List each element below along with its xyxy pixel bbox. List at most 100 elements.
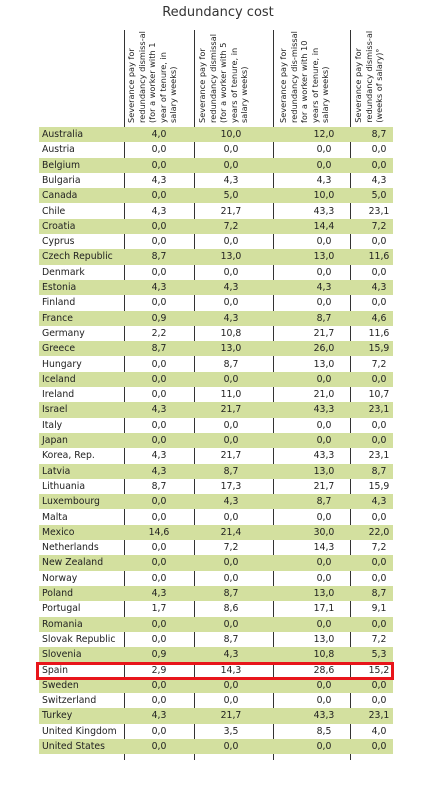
value-cell-2: 0,0: [223, 695, 239, 707]
value-cell-1: 0,0: [151, 633, 167, 645]
table-row: Slovenia 0,9 4,3 10,8 5,3: [39, 647, 393, 663]
value-cell-3: 14,3: [313, 542, 335, 554]
value-cell-4: 15,9: [368, 480, 390, 492]
value-cell-2: 21,7: [220, 404, 242, 416]
value-cell-2: 10,0: [220, 129, 242, 140]
value-cell-2: 21,7: [220, 710, 242, 722]
value-cell-1: 0,0: [151, 236, 167, 248]
column-header-3-text: Severance pay for redundancy dis-missal …: [278, 31, 331, 123]
value-cell-2: 0,0: [223, 618, 239, 630]
value-cell-3: 14,4: [313, 220, 335, 232]
value-cell-1: 4,3: [151, 282, 167, 293]
value-cell-4: 9,1: [371, 603, 387, 615]
value-cell-3: 13,0: [313, 465, 335, 477]
value-cell-3: 4,3: [316, 174, 332, 186]
column-divider: [194, 30, 195, 760]
country-cell: Austria: [42, 144, 75, 156]
table-row: Spain 2,9 14,3 28,6 15,2: [39, 663, 393, 678]
country-cell: Switzerland: [42, 695, 97, 707]
value-cell-1: 0,0: [151, 725, 167, 737]
table-row: Hungary 0,0 8,7 13,0 7,2: [39, 357, 393, 372]
table-row: Greece 8,7 13,0 26,0 15,9: [39, 341, 393, 357]
value-cell-2: 0,0: [223, 557, 239, 569]
value-cell-2: 4,3: [223, 496, 239, 508]
value-cell-4: 7,2: [371, 542, 387, 554]
value-cell-2: 8,7: [223, 358, 239, 370]
value-cell-2: 0,0: [223, 266, 239, 278]
table-row: Iceland 0,0 0,0 0,0 0,0: [39, 371, 393, 388]
value-cell-2: 8,7: [223, 588, 239, 599]
country-cell: Belgium: [42, 159, 81, 171]
value-cell-4: 4,0: [371, 725, 387, 737]
table-row: Romania 0,0 0,0 0,0 0,0: [39, 616, 393, 632]
value-cell-4: 8,7: [371, 129, 387, 140]
country-cell: Norway: [42, 572, 78, 584]
column-divider: [124, 30, 125, 760]
value-cell-2: 17,3: [220, 480, 242, 492]
table-row: Latvia 4,3 8,7 13,0 8,7: [39, 463, 393, 479]
table-row: United Kingdom 0,0 3,5 8,5 4,0: [39, 724, 393, 739]
value-cell-2: 0,0: [223, 144, 239, 156]
value-cell-1: 4,3: [151, 465, 167, 477]
value-cell-3: 0,0: [316, 695, 332, 707]
country-cell: Ireland: [42, 389, 75, 401]
value-cell-1: 14,6: [148, 526, 170, 538]
value-cell-3: 13,0: [313, 251, 335, 263]
country-cell: Romania: [42, 618, 83, 630]
value-cell-1: 0,9: [151, 649, 167, 661]
value-cell-1: 4,3: [151, 404, 167, 416]
table-row: Israel 4,3 21,7 43,3 23,1: [39, 402, 393, 418]
table-row: Austria 0,0 0,0 0,0 0,0: [39, 142, 393, 157]
value-cell-1: 0,0: [151, 144, 167, 156]
country-cell: Korea, Rep.: [42, 450, 95, 462]
column-divider: [273, 30, 274, 760]
column-header-1: Severance pay for redundancy dismiss-al …: [126, 30, 186, 125]
value-cell-2: 13,0: [220, 343, 242, 355]
value-cell-1: 2,9: [151, 664, 167, 676]
value-cell-2: 4,3: [223, 312, 239, 324]
value-cell-2: 0,0: [223, 419, 239, 431]
value-cell-1: 8,7: [151, 343, 167, 355]
value-cell-4: 0,0: [371, 618, 387, 630]
value-cell-4: 4,3: [371, 496, 387, 508]
country-cell: Cyprus: [42, 236, 75, 248]
value-cell-4: 8,7: [371, 465, 387, 477]
country-cell: Germany: [42, 327, 85, 339]
table-row: Portugal 1,7 8,6 17,1 9,1: [39, 601, 393, 616]
value-cell-4: 0,0: [371, 373, 387, 385]
country-cell: Spain: [42, 664, 68, 676]
value-cell-1: 0,0: [151, 419, 167, 431]
value-cell-2: 11,0: [220, 389, 242, 401]
value-cell-1: 4,3: [151, 450, 167, 462]
value-cell-1: 0,0: [151, 542, 167, 554]
value-cell-2: 0,0: [223, 572, 239, 584]
value-cell-4: 0,0: [371, 741, 387, 752]
country-cell: Poland: [42, 588, 74, 599]
column-header-4: Severance pay for redundancy dismiss-al …: [353, 30, 398, 125]
value-cell-3: 21,0: [313, 389, 335, 401]
value-cell-3: 0,0: [316, 741, 332, 752]
value-cell-1: 0,0: [151, 389, 167, 401]
value-cell-2: 8,6: [223, 603, 239, 615]
value-cell-4: 0,0: [371, 435, 387, 446]
table-row: Bulgaria 4,3 4,3 4,3 4,3: [39, 173, 393, 188]
table-row: Turkey 4,3 21,7 43,3 23,1: [39, 708, 393, 724]
country-cell: France: [42, 312, 73, 324]
value-cell-2: 3,5: [223, 725, 239, 737]
value-cell-3: 43,3: [313, 710, 335, 722]
value-cell-4: 23,1: [368, 404, 390, 416]
country-cell: Slovenia: [42, 649, 82, 661]
value-cell-3: 0,0: [316, 419, 332, 431]
table-row: New Zealand 0,0 0,0 0,0 0,0: [39, 555, 393, 571]
value-cell-3: 10,8: [313, 649, 335, 661]
value-cell-3: 12,0: [313, 129, 335, 140]
value-cell-3: 0,0: [316, 572, 332, 584]
spain-row-highlight: [36, 662, 394, 680]
value-cell-3: 0,0: [316, 679, 332, 691]
country-cell: Australia: [42, 129, 84, 140]
value-cell-2: 0,0: [223, 297, 239, 309]
value-cell-3: 8,7: [316, 312, 332, 324]
value-cell-1: 0,0: [151, 373, 167, 385]
value-cell-4: 15,2: [368, 664, 390, 676]
value-cell-2: 4,3: [223, 649, 239, 661]
